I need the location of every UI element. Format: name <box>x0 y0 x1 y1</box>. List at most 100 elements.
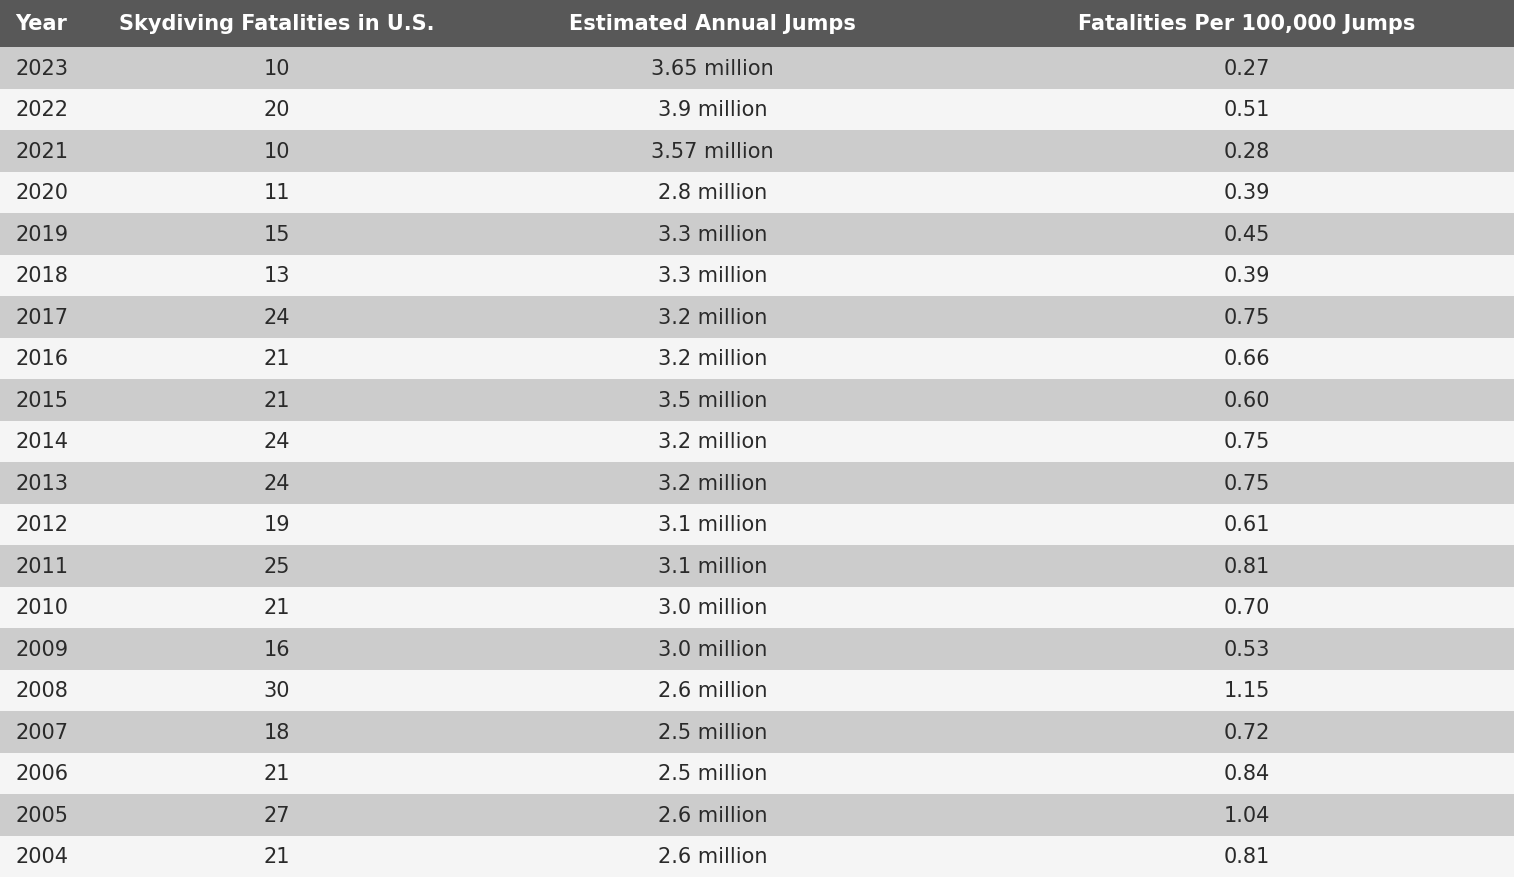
Bar <box>109 255 445 296</box>
Bar <box>980 504 1514 545</box>
Text: 13: 13 <box>263 266 291 286</box>
Bar <box>109 48 445 89</box>
Text: 24: 24 <box>263 308 291 327</box>
Bar <box>980 628 1514 670</box>
Bar <box>980 794 1514 836</box>
Text: 24: 24 <box>263 474 291 493</box>
Bar <box>0 89 109 131</box>
Text: Year: Year <box>15 14 67 34</box>
Text: 3.0 million: 3.0 million <box>657 639 768 659</box>
Bar <box>0 339 109 380</box>
Bar <box>0 545 109 587</box>
Text: 2010: 2010 <box>15 597 68 617</box>
Bar <box>0 628 109 670</box>
Text: 3.3 million: 3.3 million <box>657 225 768 245</box>
Bar <box>445 462 980 504</box>
Text: Estimated Annual Jumps: Estimated Annual Jumps <box>569 14 855 34</box>
Text: 0.81: 0.81 <box>1223 556 1270 576</box>
Text: 19: 19 <box>263 515 291 535</box>
Bar <box>445 794 980 836</box>
Bar <box>109 296 445 339</box>
Bar <box>0 504 109 545</box>
Bar <box>109 0 445 48</box>
Bar <box>445 131 980 173</box>
Bar <box>980 462 1514 504</box>
Bar <box>980 380 1514 421</box>
Bar <box>980 48 1514 89</box>
Text: Fatalities Per 100,000 Jumps: Fatalities Per 100,000 Jumps <box>1078 14 1416 34</box>
Text: 0.53: 0.53 <box>1223 639 1270 659</box>
Text: 0.28: 0.28 <box>1223 142 1270 161</box>
Text: 2005: 2005 <box>15 805 68 824</box>
Bar <box>0 752 109 794</box>
Bar <box>109 836 445 877</box>
Bar <box>0 711 109 752</box>
Bar <box>0 255 109 296</box>
Bar <box>445 214 980 255</box>
Bar <box>980 545 1514 587</box>
Bar <box>445 421 980 462</box>
Text: 3.5 million: 3.5 million <box>657 390 768 410</box>
Text: 2004: 2004 <box>15 846 68 866</box>
Bar <box>445 0 980 48</box>
Bar <box>980 421 1514 462</box>
Text: 21: 21 <box>263 597 291 617</box>
Text: 11: 11 <box>263 183 291 203</box>
Bar <box>0 794 109 836</box>
Text: 24: 24 <box>263 431 291 452</box>
Text: 2013: 2013 <box>15 474 68 493</box>
Bar <box>445 48 980 89</box>
Bar <box>980 89 1514 131</box>
Bar <box>0 462 109 504</box>
Text: 21: 21 <box>263 349 291 369</box>
Bar <box>0 421 109 462</box>
Bar <box>980 752 1514 794</box>
Bar <box>109 339 445 380</box>
Text: 21: 21 <box>263 846 291 866</box>
Text: 3.2 million: 3.2 million <box>657 431 768 452</box>
Text: 3.2 million: 3.2 million <box>657 308 768 327</box>
Text: 0.84: 0.84 <box>1223 763 1270 783</box>
Text: 2012: 2012 <box>15 515 68 535</box>
Bar <box>109 421 445 462</box>
Bar <box>980 214 1514 255</box>
Text: 0.27: 0.27 <box>1223 59 1270 79</box>
Text: 2014: 2014 <box>15 431 68 452</box>
Text: 2021: 2021 <box>15 142 68 161</box>
Text: 0.45: 0.45 <box>1223 225 1270 245</box>
Bar <box>109 173 445 214</box>
Text: 2019: 2019 <box>15 225 68 245</box>
Text: 0.72: 0.72 <box>1223 722 1270 742</box>
Bar <box>109 711 445 752</box>
Text: 3.0 million: 3.0 million <box>657 597 768 617</box>
Bar <box>445 504 980 545</box>
Text: 10: 10 <box>263 59 291 79</box>
Text: 30: 30 <box>263 681 291 701</box>
Text: 15: 15 <box>263 225 291 245</box>
Text: 0.81: 0.81 <box>1223 846 1270 866</box>
Text: 3.9 million: 3.9 million <box>657 100 768 120</box>
Text: 21: 21 <box>263 390 291 410</box>
Bar <box>980 587 1514 628</box>
Bar <box>445 296 980 339</box>
Bar <box>445 380 980 421</box>
Text: 2.6 million: 2.6 million <box>657 681 768 701</box>
Bar <box>445 173 980 214</box>
Bar <box>445 711 980 752</box>
Text: 0.75: 0.75 <box>1223 431 1270 452</box>
Text: 10: 10 <box>263 142 291 161</box>
Text: 18: 18 <box>263 722 291 742</box>
Bar <box>0 587 109 628</box>
Text: 2020: 2020 <box>15 183 68 203</box>
Bar <box>445 587 980 628</box>
Bar <box>445 89 980 131</box>
Text: 2.8 million: 2.8 million <box>657 183 768 203</box>
Text: 0.39: 0.39 <box>1223 266 1270 286</box>
Bar <box>980 296 1514 339</box>
Bar <box>980 339 1514 380</box>
Text: Skydiving Fatalities in U.S.: Skydiving Fatalities in U.S. <box>120 14 435 34</box>
Bar <box>109 214 445 255</box>
Bar <box>0 214 109 255</box>
Text: 25: 25 <box>263 556 291 576</box>
Text: 3.65 million: 3.65 million <box>651 59 774 79</box>
